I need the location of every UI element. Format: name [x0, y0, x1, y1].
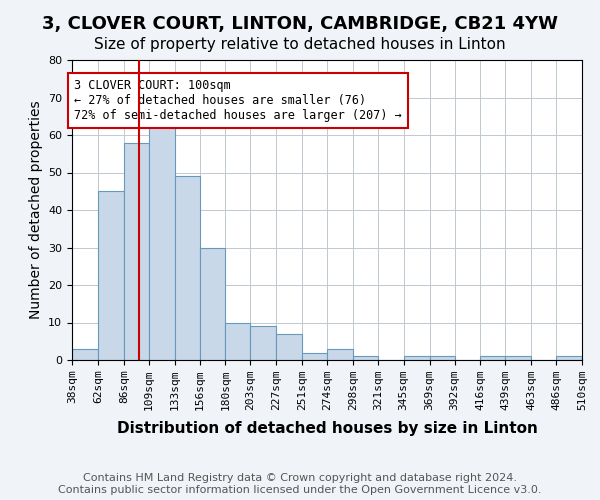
Bar	[124, 142, 149, 360]
Bar	[250, 326, 276, 360]
Bar	[505, 356, 531, 360]
Text: Size of property relative to detached houses in Linton: Size of property relative to detached ho…	[94, 38, 506, 52]
Bar	[353, 356, 378, 360]
Bar	[226, 322, 250, 360]
Bar	[404, 356, 430, 360]
Bar	[327, 349, 353, 360]
Bar	[175, 176, 199, 360]
Bar	[556, 356, 582, 360]
Text: 3 CLOVER COURT: 100sqm
← 27% of detached houses are smaller (76)
72% of semi-det: 3 CLOVER COURT: 100sqm ← 27% of detached…	[74, 78, 402, 122]
Bar	[430, 356, 455, 360]
Bar	[302, 352, 327, 360]
Text: Contains HM Land Registry data © Crown copyright and database right 2024.
Contai: Contains HM Land Registry data © Crown c…	[58, 474, 542, 495]
Bar	[199, 248, 226, 360]
Bar	[149, 112, 175, 360]
Text: 3, CLOVER COURT, LINTON, CAMBRIDGE, CB21 4YW: 3, CLOVER COURT, LINTON, CAMBRIDGE, CB21…	[42, 15, 558, 33]
Bar	[98, 191, 124, 360]
X-axis label: Distribution of detached houses by size in Linton: Distribution of detached houses by size …	[116, 422, 538, 436]
Bar	[72, 349, 98, 360]
Bar	[481, 356, 505, 360]
Bar	[276, 334, 302, 360]
Y-axis label: Number of detached properties: Number of detached properties	[29, 100, 43, 320]
